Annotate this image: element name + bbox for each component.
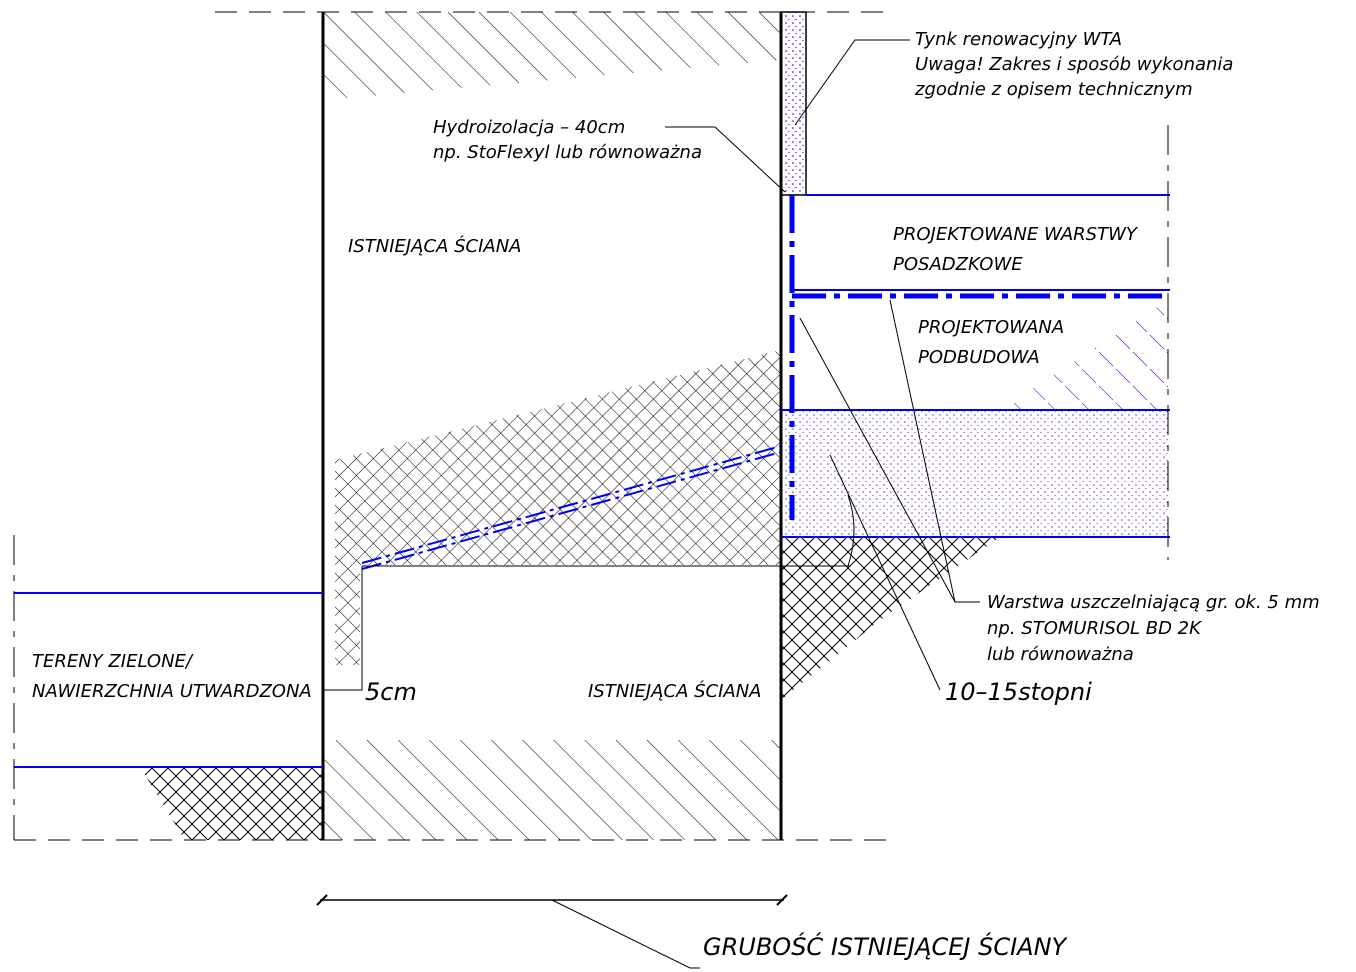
- label: PROJEKTOWANA: [918, 317, 1064, 338]
- label: PODBUDOWA: [918, 347, 1040, 368]
- dimension-label: GRUBOŚĆ ISTNIEJĄCEJ ŚCIANY: [703, 931, 1069, 961]
- labels: Tynk renowacyjny WTA Uwaga! Zakres i spo…: [32, 29, 1320, 961]
- label: TERENY ZIELONE/: [32, 651, 194, 672]
- offset-label: 5cm: [365, 678, 417, 706]
- geometry: [13, 11, 1170, 969]
- label: PROJEKTOWANE WARSTWY: [893, 224, 1139, 245]
- note: Uwaga! Zakres i sposób wykonania: [915, 54, 1233, 75]
- label: ISTNIEJĄCA ŚCIANA: [588, 680, 762, 702]
- angle-label: 10–15stopni: [945, 678, 1092, 706]
- label: POSADZKOWE: [893, 254, 1023, 275]
- note: Hydroizolacja – 40cm: [433, 117, 625, 138]
- label: NAWIERZCHNIA UTWARDZONA: [32, 681, 312, 702]
- note: Warstwa uszczelniającą gr. ok. 5 mm: [987, 592, 1320, 613]
- note: lub równoważna: [987, 644, 1134, 665]
- note: np. STOMURISOL BD 2K: [987, 618, 1202, 639]
- note: np. StoFlexyl lub równoważna: [433, 142, 702, 163]
- note: Tynk renowacyjny WTA: [915, 29, 1122, 50]
- label: ISTNIEJĄCA ŚCIANA: [348, 235, 522, 257]
- note: zgodnie z opisem technicznym: [914, 79, 1193, 100]
